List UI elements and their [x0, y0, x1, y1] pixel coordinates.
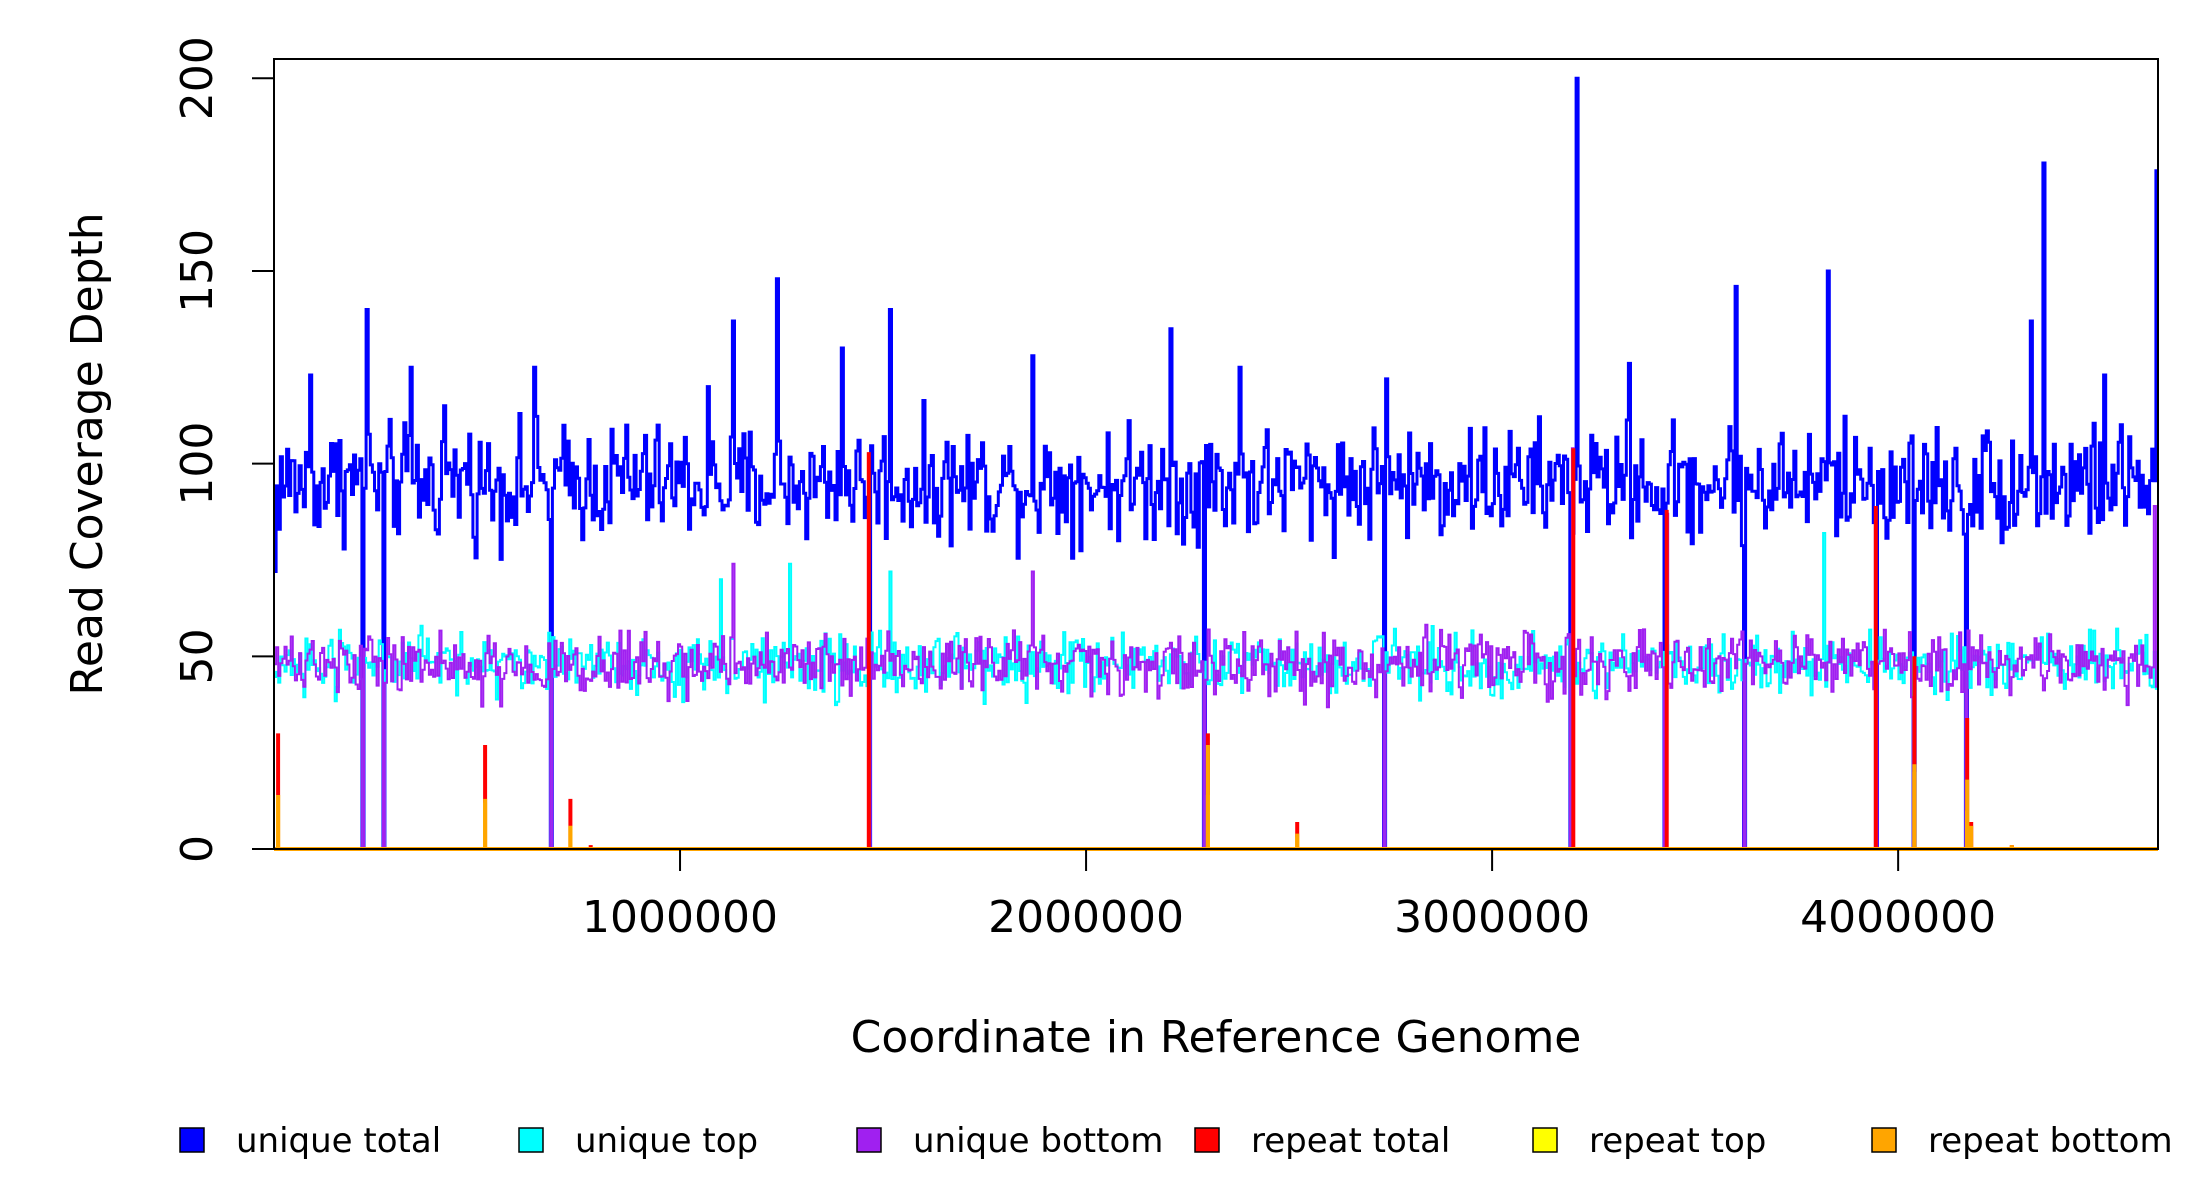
series-layer: [274, 76, 2158, 851]
y-tick-label: 50: [172, 628, 223, 684]
legend-swatch: [1194, 1127, 1220, 1153]
legend-swatch: [856, 1127, 882, 1153]
legend-label: repeat top: [1589, 1121, 1766, 1161]
series-unique-total: [274, 76, 2158, 851]
legend-swatch: [518, 1127, 544, 1153]
x-axis-title: Coordinate in Reference Genome: [851, 1012, 1582, 1063]
legend-label: repeat bottom: [1928, 1121, 2173, 1161]
axes-layer: 1000000 2000000 3000000 4000000 0 50 100 150 200: [172, 36, 1996, 943]
series-unique-bottom: [274, 447, 2158, 850]
x-tick-label: 2000000: [988, 892, 1184, 943]
legend-label: repeat total: [1251, 1121, 1450, 1161]
plot-frame: [273, 58, 2159, 850]
y-tick-label: 200: [172, 36, 223, 120]
y-tick-label: 0: [172, 835, 223, 863]
legend: unique total unique top unique bottom repea…: [179, 1121, 2173, 1161]
x-tick-label: 3000000: [1394, 892, 1590, 943]
y-tick-label: 150: [172, 229, 223, 313]
series-repeat-bottom: [274, 745, 2158, 851]
legend-label: unique bottom: [913, 1121, 1163, 1161]
x-tick-label: 1000000: [582, 892, 778, 943]
x-tick-label: 4000000: [1800, 892, 1996, 943]
legend-swatch: [1532, 1127, 1558, 1153]
y-tick-label: 100: [172, 422, 223, 506]
legend-swatch: [179, 1127, 205, 1153]
legend-label: unique top: [575, 1121, 758, 1161]
legend-label: unique total: [236, 1121, 441, 1161]
y-axis-title: Read Coverage Depth: [62, 212, 113, 695]
legend-swatch: [1871, 1127, 1897, 1153]
